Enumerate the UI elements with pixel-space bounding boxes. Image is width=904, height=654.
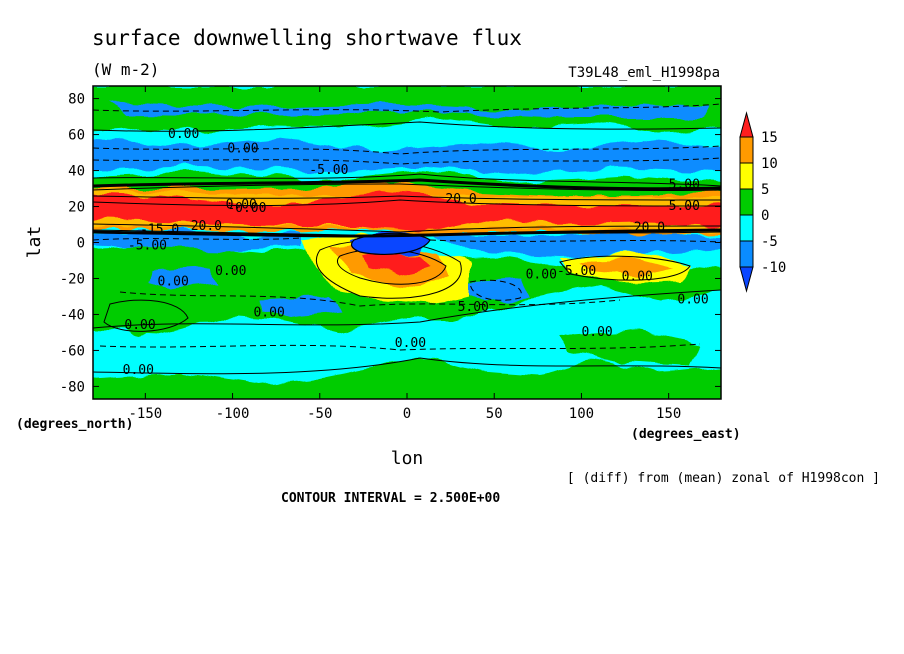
contour-label: -5.00: [309, 163, 348, 178]
colorbar-arrow-top: [739, 111, 754, 138]
y-axis-label: lat: [24, 226, 45, 259]
y-tick-label: 40: [68, 164, 85, 180]
fill-neg5-southwest-2: [148, 266, 220, 288]
colorbar-swatch: [739, 240, 754, 268]
contour-label: 0.00: [526, 267, 557, 282]
contour-label: 0.00: [158, 275, 189, 290]
y-tick-label: 20: [68, 200, 85, 216]
colorbar-swatch: [739, 162, 754, 190]
fill-neg5-band-north-upper: [110, 102, 710, 118]
contour-label: 0.00: [227, 142, 258, 157]
y-tick-label: 80: [68, 92, 85, 108]
fill-zero-band-south-high: [93, 356, 721, 399]
fill-neg5-equator-west: [95, 230, 300, 250]
equatorial-black-band: [93, 228, 721, 238]
contour-label: -0.00: [227, 201, 266, 216]
contour-label: 0.00: [622, 269, 653, 284]
contour-label: 0.00: [168, 127, 199, 142]
fill-neg5-band-north: [93, 138, 721, 174]
fill-neg5-equator-east: [430, 232, 721, 256]
contour-label: 5.00: [669, 178, 700, 193]
y-unit-label: (degrees_north): [16, 417, 133, 432]
experiment-label: T39L48_eml_H1998pa: [568, 65, 720, 81]
x-tick-label: 0: [403, 406, 411, 422]
colorbar-label: -5: [761, 234, 778, 250]
colorbar-label: 10: [761, 156, 778, 172]
fill-neg10-core: [350, 232, 431, 255]
fill-15-south-africa: [360, 254, 430, 274]
contour-label: -5.00: [557, 264, 596, 279]
contour-label: 0.00: [215, 264, 246, 279]
x-tick-label: -100: [216, 406, 250, 422]
colorbar: 15 10 5 0 -5 -10: [739, 111, 786, 293]
y-tick-label: -60: [60, 343, 85, 359]
y-tick-label: -20: [60, 271, 85, 287]
contour-label: 5.00: [458, 300, 489, 315]
x-tick-label: 100: [569, 406, 594, 422]
y-tick-label: 60: [68, 128, 85, 144]
x-tick-label: -150: [128, 406, 162, 422]
colorbar-label: 0: [761, 208, 769, 224]
chart-title: surface downwelling shortwave flux: [92, 26, 522, 50]
fill-zero-band-north-upper: [93, 86, 721, 100]
contour-label: 0.00: [395, 336, 426, 351]
diff-note: [ (diff) from (mean) zonal of H1998con ]: [567, 471, 880, 486]
contour-lines-negative: [93, 103, 721, 351]
contour-label: 5.00: [669, 199, 700, 214]
fill-10-southeast-pacific: [580, 260, 672, 276]
contour-interval: CONTOUR INTERVAL = 2.500E+00: [281, 491, 500, 506]
x-tick-label: 50: [486, 406, 503, 422]
contour-label: 20.0: [445, 192, 476, 207]
contour-label: -5.00: [128, 239, 167, 254]
x-unit-label: (degrees_east): [631, 427, 741, 442]
colorbar-swatch: [739, 136, 754, 164]
x-axis: -150 -100 -50 0 50 100 150: [128, 86, 681, 422]
north-black-band: [93, 178, 721, 191]
colorbar-swatch: [739, 214, 754, 242]
colorbar-label: -10: [761, 260, 786, 276]
colorbar-arrow-bottom: [739, 266, 754, 293]
fill-15-band-tropics: [93, 192, 721, 232]
x-axis-label: lon: [391, 448, 424, 469]
colorbar-label: 5: [761, 182, 769, 198]
contour-field: 0.000.00-5.000.00-0.0020.0-15.0-5.0020.0…: [93, 86, 721, 399]
colorbar-swatch: [739, 188, 754, 216]
contour-label: 0.00: [226, 197, 257, 212]
fill-neg5-south-patch: [466, 276, 530, 302]
contour-label: 20.0: [191, 219, 222, 234]
contour-label: 0.00: [123, 363, 154, 378]
contour-label: 0.00: [124, 318, 155, 333]
contour-label-layer: 0.000.00-5.000.00-0.0020.0-15.0-5.0020.0…: [123, 127, 709, 378]
y-tick-label: 0: [77, 236, 85, 252]
y-tick-label: -80: [60, 379, 85, 395]
x-tick-label: -50: [307, 406, 332, 422]
plot-area: 0.000.00-5.000.00-0.0020.0-15.0-5.0020.0…: [92, 85, 722, 400]
contour-label: 20.0: [634, 221, 665, 236]
y-tick-label: -40: [60, 307, 85, 323]
fill-neg5-southwest: [260, 296, 340, 318]
contour-label: 0.00: [253, 305, 284, 320]
contour-label: 0.00: [581, 325, 612, 340]
x-tick-label: 150: [656, 406, 681, 422]
contour-label: 0.00: [677, 293, 708, 308]
chart-units: (W m-2): [92, 60, 159, 79]
y-axis: 80 60 40 20 0 -20 -40 -60 -80: [60, 92, 721, 395]
contour-label: -15.0: [140, 223, 179, 238]
colorbar-label: 15: [761, 130, 778, 146]
